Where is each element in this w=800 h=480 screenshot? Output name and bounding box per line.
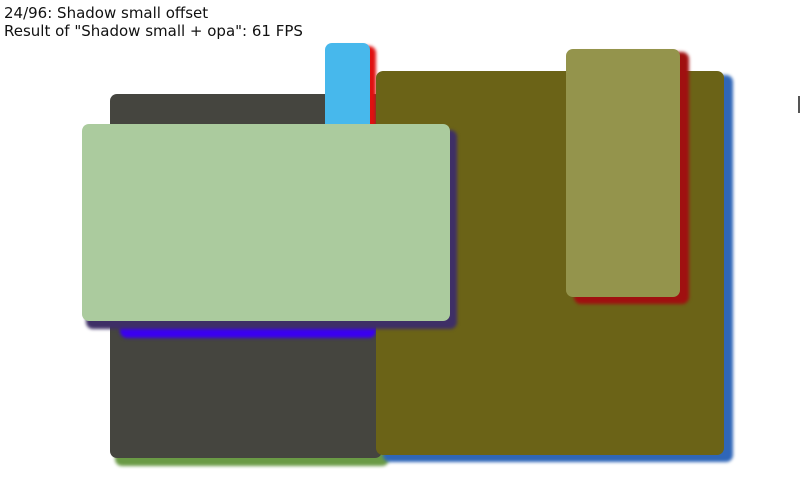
scene-title: 24/96: Shadow small offset (4, 4, 209, 22)
green-rect (82, 124, 450, 321)
result-text: Result of "Shadow small + opa": 61 FPS (4, 22, 303, 40)
edge-mark (798, 96, 800, 113)
khaki-rect (566, 49, 680, 297)
